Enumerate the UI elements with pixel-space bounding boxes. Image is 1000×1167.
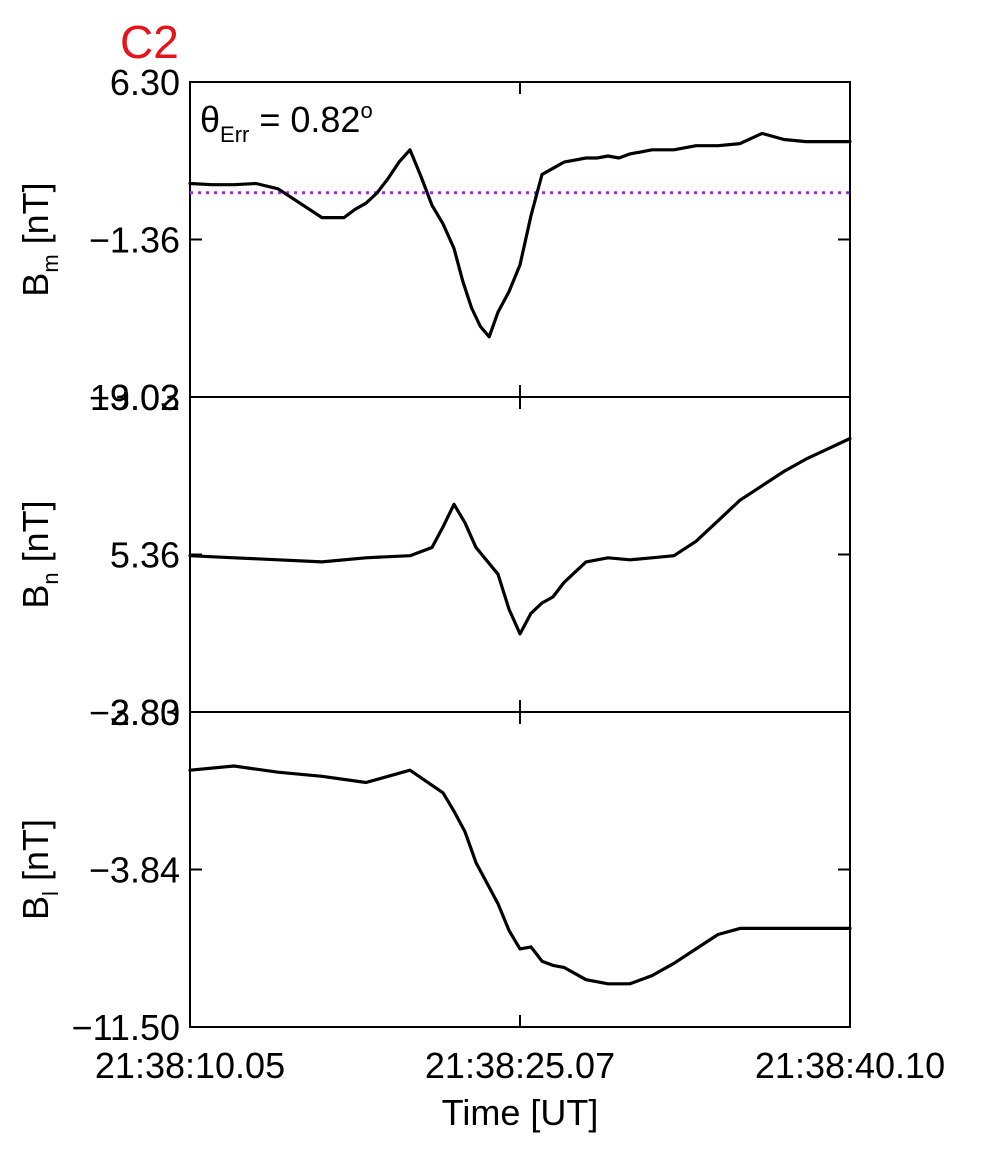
theta-error-annotation: θErr = 0.82o xyxy=(200,98,373,147)
series-line-bn xyxy=(188,436,852,636)
y-tick-label: −11.50 xyxy=(72,1007,180,1048)
y-axis-title: Bn [nT] xyxy=(15,500,63,608)
panel-bl: 3.83 −3.84 −11.50 Bl [nT] xyxy=(15,692,852,1048)
y-tick-label: 13.02 xyxy=(90,377,180,418)
y-tick-label: −2.30 xyxy=(89,692,180,733)
y-tick-label: 6.30 xyxy=(110,62,180,103)
x-tick-label: 21:38:10.05 xyxy=(95,1045,285,1086)
series-line-bm xyxy=(188,131,852,339)
panel-frame xyxy=(189,396,851,713)
panels: 6.30 −1.36 −9.03 Bm [nT] 13.02 5.36 −2.30 Bn [n… xyxy=(15,62,852,1048)
y-axis-title: Bl [nT] xyxy=(15,819,63,920)
x-tick-label: 21:38:25.07 xyxy=(425,1045,615,1086)
y-tick-label: 3.83 xyxy=(110,692,180,733)
series-line-bl xyxy=(188,764,852,986)
panel-tag: C2 xyxy=(120,16,179,68)
y-tick-label: −9.03 xyxy=(89,377,180,418)
panel-bn: 13.02 5.36 −2.30 Bn [nT] xyxy=(15,377,852,733)
y-tick-label: 5.36 xyxy=(110,535,180,576)
x-axis-title: Time [UT] xyxy=(442,1092,599,1133)
panel-bm: 6.30 −1.36 −9.03 Bm [nT] xyxy=(15,62,852,418)
y-tick-label: −1.36 xyxy=(89,220,180,261)
y-tick-label: −3.84 xyxy=(89,850,180,891)
x-tick-label: 21:38:40.10 xyxy=(755,1045,945,1086)
x-tick-labels: 21:38:10.05 21:38:25.07 21:38:40.10 xyxy=(95,1045,945,1086)
panel-frame xyxy=(189,711,851,1028)
y-axis-title: Bm [nT] xyxy=(15,182,63,296)
